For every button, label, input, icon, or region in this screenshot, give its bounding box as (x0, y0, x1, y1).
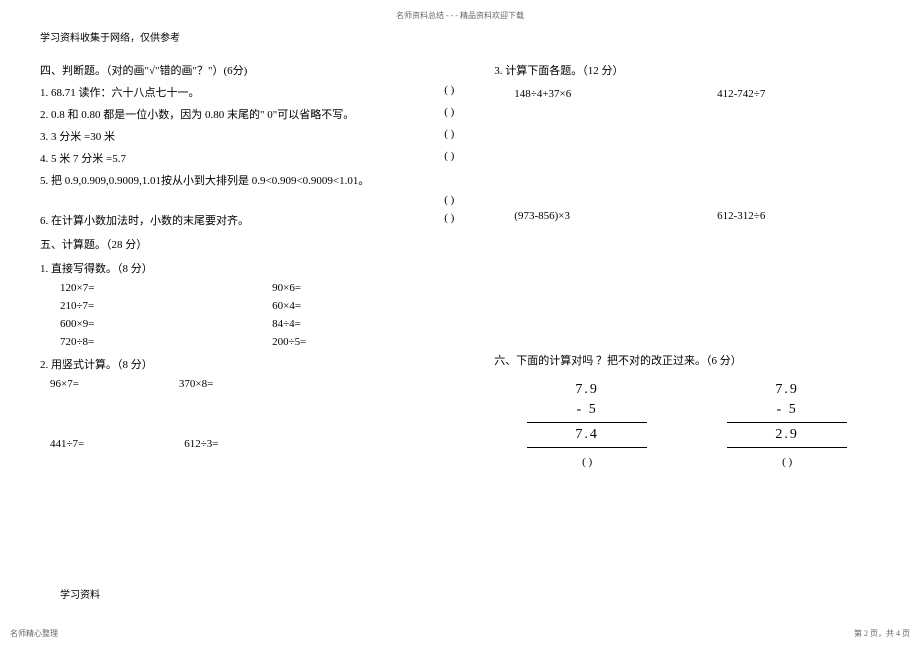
calc-3c: (973-856)×3 (514, 210, 677, 222)
m2-paren: ( ) (727, 456, 847, 468)
calc-1b: 90×6= (272, 282, 464, 294)
m1-line (527, 422, 647, 423)
calc-pair-2b: 441÷7= 612÷3= (50, 438, 464, 450)
q4-5-text: 5. 把 0.9,0.909,0.9009,1.01按从小到大排列是 0.9<0… (40, 172, 369, 188)
calc-2d: 612÷3= (184, 438, 218, 450)
section6-title: 六、下面的计算对吗 ？把不对的改正过来。（6 分） (494, 352, 880, 368)
q4-1-paren: ( ) (444, 84, 454, 100)
math-col-1: 7.9 - 5 7.4 ( ) (527, 378, 647, 468)
q4-4: 4. 5 米 7 分米 =5.7 ( ) (40, 150, 464, 166)
footer-right: 第 2 页，共 4 页 (854, 628, 910, 639)
m1-n2: - 5 (527, 402, 647, 418)
q4-5-paren: ( ) (444, 194, 454, 206)
math-work: 7.9 - 5 7.4 ( ) 7.9 - 5 2.9 ( ) (494, 378, 880, 468)
calc-1d: 60×4= (272, 300, 464, 312)
math-col-2: 7.9 - 5 2.9 ( ) (727, 378, 847, 468)
calc-2b: 370×8= (179, 378, 213, 390)
calc-3b: 412-742÷7 (717, 88, 880, 100)
q4-3-text: 3. 3 分米 =30 米 (40, 128, 115, 144)
m2-n3: 2.9 (727, 427, 847, 443)
left-column: 四、判断题。（对的画"√"错的画"？"）(6分) 1. 68.71 读作：六十八… (40, 54, 464, 468)
q4-1: 1. 68.71 读作：六十八点七十一。 ( ) (40, 84, 464, 100)
m2-line (727, 422, 847, 423)
calc-3d: 612-312÷6 (717, 210, 880, 222)
section5-sub1-title: 1. 直接写得数。（8 分） (40, 260, 464, 276)
right-column: 3. 计算下面各题。（12 分） 148÷4+37×6 412-742÷7 (9… (494, 54, 880, 468)
top-header: 名师资料总结 - - - 精品资料欢迎下载 (40, 10, 880, 21)
bottom-label: 学习资料 (60, 586, 100, 601)
q4-2-text: 2. 0.8 和 0.80 都是一位小数，因为 0.80 末尾的" 0"可以省略… (40, 106, 354, 122)
calc-2a: 96×7= (50, 378, 79, 390)
q4-2: 2. 0.8 和 0.80 都是一位小数，因为 0.80 末尾的" 0"可以省略… (40, 106, 464, 122)
m2-n1: 7.9 (727, 382, 847, 398)
m1-paren: ( ) (527, 456, 647, 468)
section4-title: 四、判断题。（对的画"√"错的画"？"）(6分) (40, 62, 464, 78)
m2-line2 (727, 447, 847, 448)
calc-1a: 120×7= (60, 282, 252, 294)
m2-n2: - 5 (727, 402, 847, 418)
calc-pair-2a: 96×7= 370×8= (50, 378, 464, 390)
section5-title: 五、计算题。（28 分） (40, 236, 464, 252)
q4-1-text: 1. 68.71 读作：六十八点七十一。 (40, 84, 200, 100)
calc-1f: 84÷4= (272, 318, 464, 330)
q4-4-text: 4. 5 米 7 分米 =5.7 (40, 150, 126, 166)
q4-4-paren: ( ) (444, 150, 454, 166)
calc-grid-1: 120×7= 90×6= 210÷7= 60×4= 600×9= 84÷4= 7… (60, 282, 464, 348)
q4-6-paren: ( ) (444, 212, 454, 228)
q4-6-text: 6. 在计算小数加法时，小数的末尾要对齐。 (40, 212, 249, 228)
main-columns: 四、判断题。（对的画"√"错的画"？"）(6分) 1. 68.71 读作：六十八… (40, 54, 880, 468)
calc-1g: 720÷8= (60, 336, 252, 348)
footer-left: 名师精心整理 (10, 628, 58, 639)
right-problems-2: (973-856)×3 612-312÷6 (514, 210, 880, 222)
right-problems-1: 148÷4+37×6 412-742÷7 (514, 88, 880, 100)
section5-sub2-title: 2. 用竖式计算。（8 分） (40, 356, 464, 372)
calc-1c: 210÷7= (60, 300, 252, 312)
spacer-1 (40, 398, 464, 438)
q4-3-paren: ( ) (444, 128, 454, 144)
q4-5b: ( ) (40, 194, 464, 206)
q4-3: 3. 3 分米 =30 米 ( ) (40, 128, 464, 144)
q4-5: 5. 把 0.9,0.909,0.9009,1.01按从小到大排列是 0.9<0… (40, 172, 464, 188)
section5-sub3-title: 3. 计算下面各题。（12 分） (494, 62, 880, 78)
q4-6: 6. 在计算小数加法时，小数的末尾要对齐。 ( ) (40, 212, 464, 228)
source-note: 学习资料收集于网络，仅供参考 (40, 29, 880, 44)
spacer-3 (494, 242, 880, 322)
m1-n3: 7.4 (527, 427, 647, 443)
calc-1h: 200÷5= (272, 336, 464, 348)
calc-3a: 148÷4+37×6 (514, 88, 677, 100)
m1-line2 (527, 447, 647, 448)
section6: 六、下面的计算对吗 ？把不对的改正过来。（6 分） 7.9 - 5 7.4 ( … (494, 352, 880, 468)
calc-2c: 441÷7= (50, 438, 84, 450)
m1-n1: 7.9 (527, 382, 647, 398)
spacer-2 (494, 120, 880, 200)
q4-2-paren: ( ) (444, 106, 454, 122)
calc-1e: 600×9= (60, 318, 252, 330)
